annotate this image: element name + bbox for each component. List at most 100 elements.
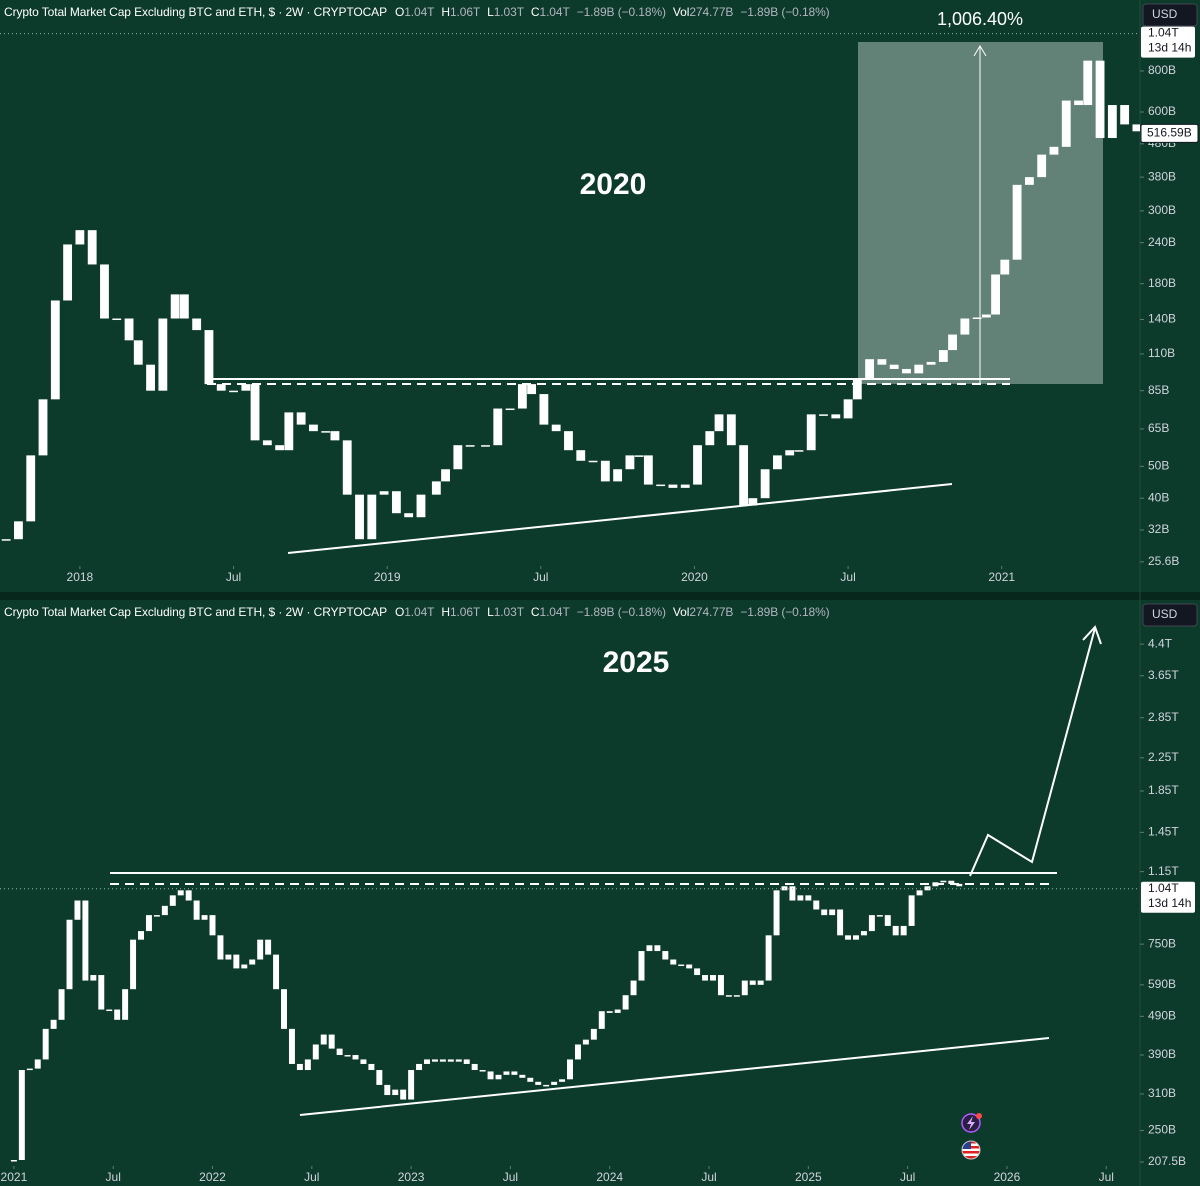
candle <box>598 1011 605 1029</box>
candle <box>813 900 820 910</box>
volume-change: −1.89B (−0.18%) <box>740 605 830 619</box>
candle <box>281 989 287 1029</box>
candle <box>26 455 36 522</box>
candle <box>519 1074 526 1078</box>
candle <box>511 1071 518 1075</box>
currency-button[interactable] <box>1142 603 1198 627</box>
candle <box>336 1048 343 1056</box>
candle <box>130 939 137 990</box>
measure-arrowhead <box>973 45 987 57</box>
candle <box>328 1034 335 1049</box>
volume-value: 274.77B <box>689 605 734 619</box>
candle <box>217 935 224 960</box>
candle <box>908 895 915 926</box>
candle <box>424 1059 430 1064</box>
x-tick-label: 2023 <box>398 1170 425 1184</box>
candle <box>193 900 200 920</box>
measure-label: 1,006.40% <box>937 9 1023 29</box>
candle <box>249 959 256 965</box>
volume-key: Vol <box>672 5 690 19</box>
candle <box>1000 259 1010 275</box>
candle <box>431 481 441 495</box>
candle <box>551 1081 558 1085</box>
candle <box>495 1074 502 1080</box>
price-box <box>1141 881 1195 913</box>
drawings-top <box>207 45 1010 554</box>
candle <box>614 1009 621 1013</box>
candle <box>902 368 911 374</box>
candle <box>1107 105 1117 139</box>
ohlc-key: C <box>530 605 540 619</box>
candle <box>400 1089 407 1100</box>
candle <box>884 915 891 926</box>
candle <box>926 361 936 365</box>
candle <box>209 915 216 936</box>
y-tick-label: 32B <box>1148 522 1169 536</box>
candle <box>837 909 844 936</box>
candle <box>590 1028 597 1040</box>
candle <box>991 274 1000 315</box>
candle <box>42 1028 49 1060</box>
candle <box>748 498 758 506</box>
candle <box>693 445 702 485</box>
candle <box>772 455 782 470</box>
candle <box>124 318 134 341</box>
y-tick-label: 25.6B <box>1148 554 1179 568</box>
candle <box>634 455 644 457</box>
y-tick-label: 1.15T <box>1148 864 1179 878</box>
candle <box>179 294 189 319</box>
candle <box>404 513 414 518</box>
candle <box>493 408 503 446</box>
candle <box>408 1070 415 1100</box>
candle <box>564 431 573 451</box>
events-icon[interactable] <box>961 1140 981 1160</box>
candle <box>741 980 748 996</box>
pane-title: 2025 <box>603 646 670 679</box>
candle <box>710 975 716 981</box>
candle <box>938 350 948 362</box>
ohlc-value: 1.03T <box>493 605 524 619</box>
x-tick-label: 2021 <box>988 570 1015 584</box>
candle <box>588 460 598 463</box>
price-marker-box <box>1140 123 1199 143</box>
ohlc-value: 1.04T <box>404 5 435 19</box>
candle <box>355 494 364 540</box>
candle <box>543 1084 550 1087</box>
candle <box>26 1068 33 1071</box>
y-tick-label: 590B <box>1148 977 1176 991</box>
candle <box>948 880 955 884</box>
candle <box>177 890 184 896</box>
candle <box>360 1059 367 1064</box>
alert-icon[interactable] <box>961 1113 982 1133</box>
x-tick-label: Jul <box>900 1170 915 1184</box>
y-tick-label: 2.25T <box>1148 750 1179 764</box>
candle <box>38 399 48 456</box>
candle <box>843 399 853 419</box>
y-tick-label: 85B <box>1148 383 1169 397</box>
candle <box>241 384 251 391</box>
candle <box>1 539 11 541</box>
candle <box>391 491 401 514</box>
candle <box>431 1059 438 1062</box>
candle <box>576 450 586 461</box>
candle <box>330 431 340 441</box>
y-tick-label: 310B <box>1148 1086 1176 1100</box>
candle <box>74 900 81 920</box>
y-tick-label: 3.65T <box>1148 668 1179 682</box>
y-tick-label: 390B <box>1148 1047 1176 1061</box>
candle <box>342 440 352 495</box>
candle <box>296 1063 303 1071</box>
price-marker-label: 516.59B <box>1147 126 1192 140</box>
candle <box>122 989 129 1020</box>
currency-button[interactable] <box>1142 3 1198 27</box>
candle <box>680 484 690 488</box>
candle <box>463 1059 470 1064</box>
y-tick-label: 140B <box>1148 312 1176 326</box>
candle <box>288 1028 295 1064</box>
volume-key: Vol <box>672 605 690 619</box>
price-box-label: 1.04T <box>1148 26 1179 40</box>
candle <box>668 484 678 488</box>
countdown-label: 13d 14h <box>1148 41 1191 55</box>
candle <box>352 1055 359 1060</box>
